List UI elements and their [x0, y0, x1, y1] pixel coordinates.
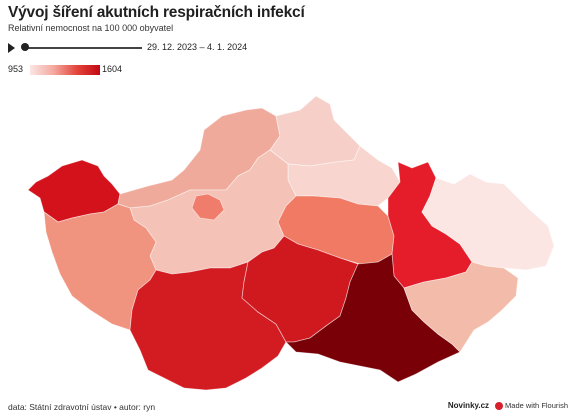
timeline-slider-track[interactable]: [22, 47, 142, 49]
timeline-control: 29. 12. 2023 – 4. 1. 2024: [8, 40, 308, 56]
brand-label[interactable]: Novinky.cz: [447, 401, 490, 410]
timeline-date-label: 29. 12. 2023 – 4. 1. 2024: [147, 42, 248, 52]
credits-footer: Novinky.cz Made with Flourish: [447, 401, 568, 411]
region-praha[interactable]: [191, 193, 225, 221]
region-jihocesky[interactable]: [129, 261, 287, 391]
flourish-credit-label: Made with Flourish: [505, 401, 568, 410]
region-moravskoslezsky[interactable]: [421, 173, 555, 271]
source-footer: data: Státní zdravotní ústav • autor: ry…: [8, 402, 156, 412]
region-zlinsky[interactable]: [403, 261, 519, 353]
flourish-logo-icon: [495, 402, 504, 411]
region-liberecky[interactable]: [269, 95, 361, 167]
play-icon[interactable]: [8, 43, 15, 53]
legend-max-label: 1604: [102, 64, 123, 74]
legend-gradient-bar: [30, 65, 100, 75]
flourish-credit[interactable]: Made with Flourish: [495, 401, 568, 411]
timeline-slider-handle[interactable]: [21, 43, 29, 51]
chart-title: Vývoj šíření akutních respiračních infek…: [8, 4, 305, 21]
chart-subtitle: Relativní nemocnost na 100 000 obyvatel: [8, 23, 174, 33]
legend-min-label: 953: [8, 64, 24, 74]
